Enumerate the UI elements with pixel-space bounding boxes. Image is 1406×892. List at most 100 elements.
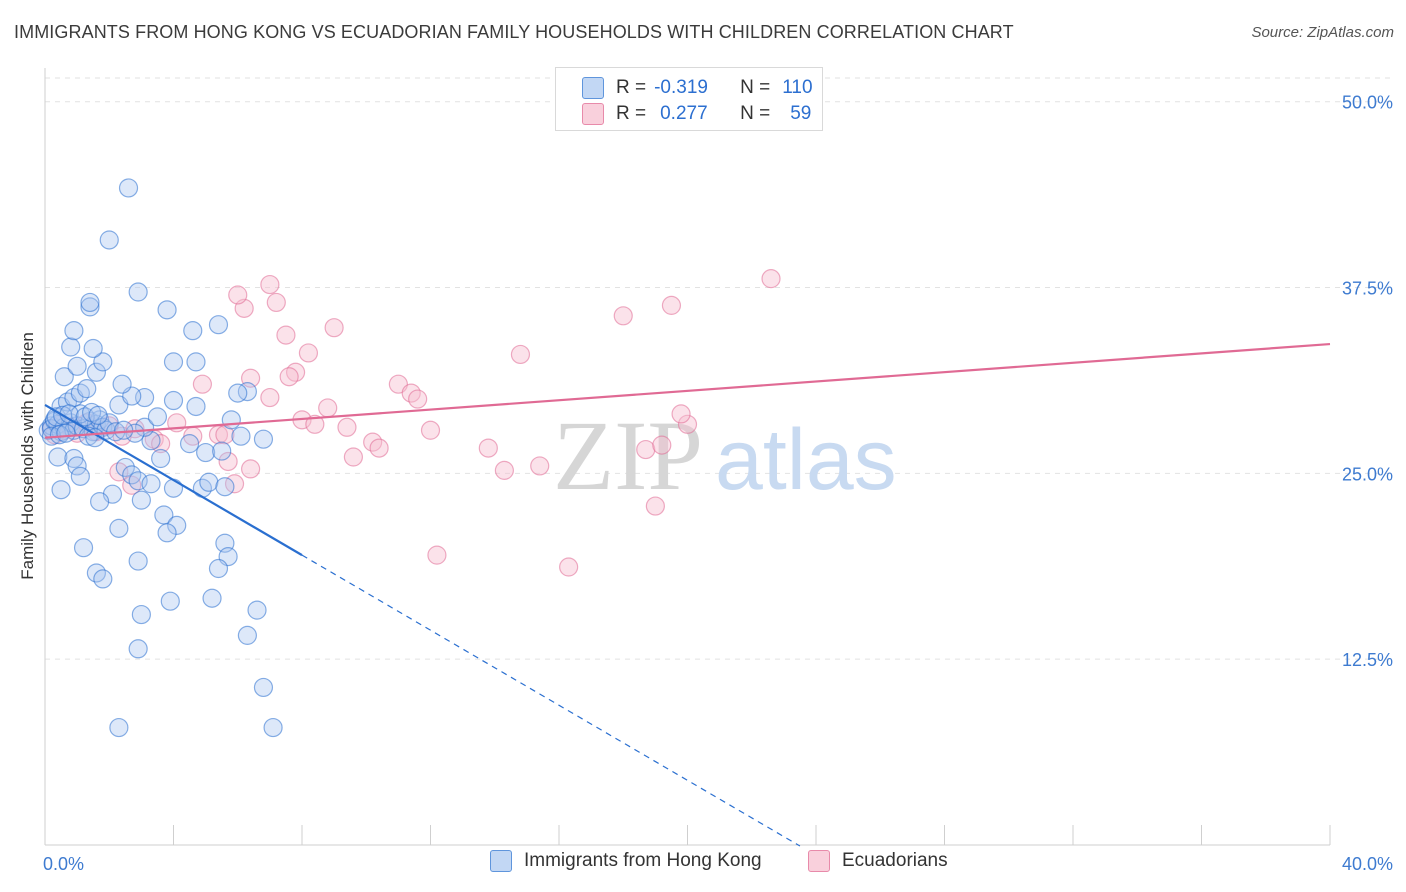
legend-n-value: 110 [782,77,813,98]
point-hong-kong [199,472,219,492]
point-hong-kong [48,447,68,467]
point-ecuadorians [408,389,428,409]
point-hong-kong [179,434,200,454]
point-hong-kong [131,604,151,625]
y-tick-label: 50.0% [1342,93,1393,113]
series-hong-kong [38,178,283,738]
x-tick-label: 40.0% [1342,854,1393,874]
point-hong-kong [114,420,134,440]
point-hong-kong [228,383,248,403]
point-ecuadorians [241,459,261,479]
legend-row-hong-kong: R = -0.319 N = 110 [582,76,813,100]
point-hong-kong [49,425,70,445]
point-ecuadorians [559,557,579,577]
legend-r-value: 0.277 [660,103,708,124]
point-hong-kong [263,717,283,738]
point-hong-kong [186,352,206,372]
point-ecuadorians [478,438,498,458]
point-hong-kong [237,382,257,402]
axes [44,68,1331,846]
point-hong-kong [183,321,203,341]
y-tick-label: 37.5% [1342,279,1393,299]
point-ecuadorians [652,435,672,455]
legend-r-label: R = [616,77,647,98]
point-ecuadorians [337,417,357,437]
x-tick-label: 0.0% [43,854,84,874]
point-hong-kong [70,466,90,486]
watermark: ZIP atlas [553,400,897,511]
point-hong-kong [80,297,100,317]
point-hong-kong [196,442,216,463]
legend-swatch-blue [582,77,604,99]
point-ecuadorians [279,367,299,387]
point-ecuadorians [613,306,633,326]
point-ecuadorians [494,460,514,480]
point-hong-kong [157,523,177,543]
point-hong-kong [83,338,103,359]
point-hong-kong [112,374,132,394]
legend-item-ecuadorians: Ecuadorians [808,850,948,872]
y-axis-title: Family Households with Children [18,332,37,580]
legend-swatch-pink [582,103,604,125]
point-hong-kong [80,292,100,313]
point-hong-kong [151,448,171,469]
trend-lines [44,342,1331,847]
point-hong-kong [186,396,206,417]
correlation-legend: R = -0.319 N = 110 R = 0.277 N = 59 [555,67,823,131]
point-ecuadorians [369,438,389,458]
legend-swatch-pink [808,850,830,872]
series-legend: Immigrants from Hong Kong Ecuadorians [0,850,1406,878]
point-hong-kong [167,515,187,535]
point-hong-kong [64,321,84,341]
point-ecuadorians [420,420,441,440]
point-hong-kong [86,362,107,382]
point-hong-kong [73,538,94,558]
point-hong-kong [54,367,74,387]
point-hong-kong [141,474,161,494]
point-ecuadorians [318,398,338,418]
point-hong-kong [247,600,267,620]
point-ecuadorians [192,374,213,394]
point-hong-kong [109,717,129,738]
point-hong-kong [160,591,180,611]
point-ecuadorians [266,292,286,313]
point-hong-kong [253,429,274,449]
point-hong-kong [208,315,229,335]
point-hong-kong [115,457,135,478]
chart-title: IMMIGRANTS FROM HONG KONG VS ECUADORIAN … [14,22,1014,42]
watermark-atlas: atlas [715,412,897,508]
point-hong-kong [208,558,229,579]
y-tick-label: 12.5% [1342,650,1393,670]
point-hong-kong [163,478,184,498]
point-hong-kong [90,492,110,512]
trend-hong-kong-solid [44,404,303,557]
point-hong-kong [125,423,145,443]
point-hong-kong [231,426,251,446]
point-hong-kong [99,230,119,250]
point-hong-kong [157,300,177,320]
legend-n-label: N = [740,103,771,124]
point-hong-kong [61,337,81,357]
point-ecuadorians [305,414,325,434]
point-hong-kong [67,356,87,376]
point-hong-kong [93,569,113,589]
legend-swatch-blue [490,850,512,872]
point-hong-kong [163,390,184,411]
watermark-zip: ZIP [553,400,703,511]
tick-labels: 12.5% 25.0% 37.5% 50.0% 0.0% 40.0% [43,93,1393,874]
trend-hong-kong-dashed [301,554,801,847]
legend-item-hong-kong: Immigrants from Hong Kong [490,850,762,872]
point-hong-kong [51,480,71,500]
point-hong-kong [118,178,139,198]
point-hong-kong [202,588,222,608]
point-ecuadorians [510,344,531,365]
point-hong-kong [56,423,76,443]
point-hong-kong [88,405,108,425]
point-hong-kong [221,410,241,430]
legend-label-hong-kong: Immigrants from Hong Kong [524,850,762,871]
point-ecuadorians [636,439,656,460]
point-hong-kong [128,639,148,659]
point-hong-kong [67,456,87,476]
point-hong-kong [131,490,151,510]
